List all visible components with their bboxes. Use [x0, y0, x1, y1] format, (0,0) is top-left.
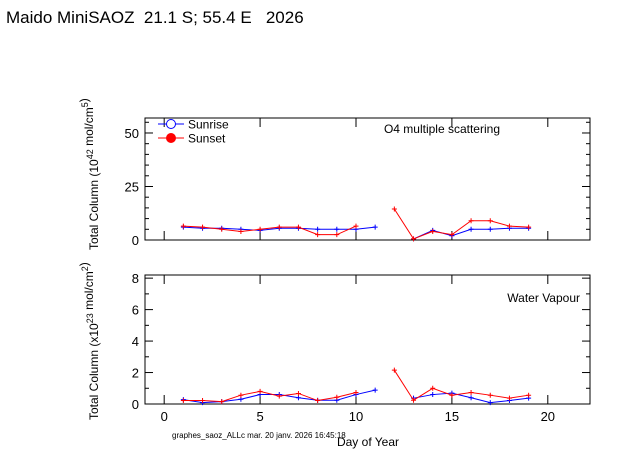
sunset-point	[506, 395, 512, 401]
sunset-point	[391, 206, 397, 212]
y-tick-label: 0	[132, 397, 139, 412]
y-axis-label: Total Column (x1023 mol/cm2)	[77, 262, 101, 420]
panel-annotation: O4 multiple scattering	[384, 122, 500, 136]
chart-title: Maido MiniSAOZ 21.1 S; 55.4 E 2026	[6, 8, 304, 27]
sunset-point	[391, 367, 397, 373]
sunset-point	[411, 236, 417, 242]
sunset-point	[430, 228, 436, 234]
sunset-point	[219, 399, 225, 405]
sunrise-point	[468, 226, 474, 232]
y-tick-label: 25	[125, 179, 139, 194]
sunset-point	[257, 388, 263, 394]
sunrise-point	[487, 226, 493, 232]
y-axis-label-part: )	[77, 98, 91, 102]
sunset-point	[315, 232, 321, 238]
panel-annotation: Water Vapour	[507, 291, 580, 305]
sunset-point	[526, 224, 532, 230]
y-axis-label-part: 23	[85, 313, 95, 323]
sunset-line	[393, 369, 529, 401]
y-tick-label: 50	[125, 126, 139, 141]
sunset-point	[276, 224, 282, 230]
sunrise-point	[468, 395, 474, 401]
sunset-point	[219, 226, 225, 232]
sunset-point	[257, 226, 263, 232]
sunset-point	[506, 223, 512, 229]
y-axis-label: Total Column (1042 mol/cm5)	[77, 98, 101, 250]
sunset-point	[526, 392, 532, 398]
sunrise-point	[295, 395, 301, 401]
y-axis-label-part: 2	[80, 266, 90, 271]
x-tick-label: 0	[161, 409, 168, 424]
y-axis-label-part: Total Column (10	[87, 159, 101, 250]
sunset-point	[180, 398, 186, 404]
sunset-point	[411, 397, 417, 403]
sunrise-point	[334, 226, 340, 232]
sunset-point	[295, 390, 301, 396]
sunset-point	[200, 224, 206, 230]
footer-text: graphes_saoz_ALLc mar. 20 janv. 2026 16:…	[172, 431, 346, 440]
sunset-point	[180, 223, 186, 229]
panel-o4: 0 25 50 Total Column (1042 mol/cm5) O4 multi…	[77, 98, 591, 250]
sunset-point	[276, 393, 282, 399]
sunset-point	[449, 392, 455, 398]
plot-frame	[144, 274, 591, 405]
y-axis-label-part: Total Column (x10	[87, 323, 101, 420]
sunset-point	[487, 392, 493, 398]
sunrise-point	[430, 392, 436, 398]
sunset-point	[238, 228, 244, 234]
sunset-point	[430, 385, 436, 391]
sunset-point	[353, 223, 359, 229]
y-axis-label-part: 5	[80, 102, 90, 107]
sunset-point	[334, 394, 340, 400]
sunset-point	[468, 390, 474, 396]
y-axis-label-part: mol/cm	[82, 107, 96, 149]
filled-circle-icon	[166, 133, 176, 143]
x-tick-label: 15	[445, 409, 459, 424]
sunset-point	[200, 398, 206, 404]
open-circle-icon	[166, 119, 176, 129]
x-tick-label: 10	[349, 409, 363, 424]
y-axis-label-part: 42	[85, 149, 95, 159]
y-tick-label: 2	[132, 366, 139, 381]
sunset-point	[295, 224, 301, 230]
x-axis-label: Day of Year	[337, 435, 399, 449]
y-tick-label: 4	[132, 334, 139, 349]
sunrise-point	[372, 387, 378, 393]
y-tick-label: 8	[132, 271, 139, 286]
sunset-point	[315, 398, 321, 404]
plot-frame	[144, 117, 591, 241]
y-axis-label-part: )	[77, 262, 91, 266]
sunset-line	[393, 208, 529, 240]
sunset-point	[353, 390, 359, 396]
sunset-line	[183, 390, 357, 403]
sunrise-point	[315, 226, 321, 232]
legend-label: Sunrise	[188, 118, 229, 132]
legend-label: Sunset	[188, 132, 226, 146]
y-tick-label: 6	[132, 303, 139, 318]
sunset-point	[468, 218, 474, 224]
sunset-line	[183, 225, 357, 236]
sunrise-point	[372, 224, 378, 230]
sunrise-point	[487, 400, 493, 406]
x-tick-label: 5	[256, 409, 263, 424]
sunset-point	[487, 218, 493, 224]
y-axis-label-part: mol/cm	[82, 271, 96, 313]
y-tick-label: 0	[132, 233, 139, 248]
sunset-point	[238, 392, 244, 398]
sunset-point	[449, 232, 455, 238]
x-tick-label: 20	[541, 409, 555, 424]
sunset-point	[334, 232, 340, 238]
